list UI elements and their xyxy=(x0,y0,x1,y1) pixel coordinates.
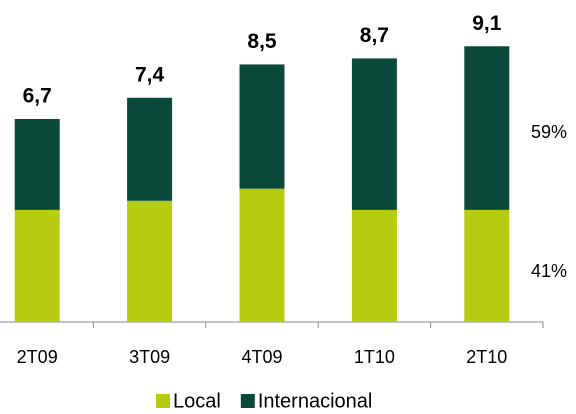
total-label: 6,7 xyxy=(23,85,52,108)
bar-segment xyxy=(464,46,510,210)
total-label: 7,4 xyxy=(135,63,165,86)
legend-swatch xyxy=(156,394,170,408)
bar-segment xyxy=(351,58,397,210)
annotation: 59% xyxy=(531,122,567,142)
bar-segment xyxy=(14,209,60,322)
x-tick-label: 2T10 xyxy=(466,347,507,367)
bar-segment xyxy=(464,209,510,322)
bar-segment xyxy=(351,209,397,322)
bar-segment xyxy=(239,64,285,189)
x-tick-label: 1T10 xyxy=(354,347,395,367)
legend-label: Internacional xyxy=(258,390,373,412)
x-tick-label: 4T09 xyxy=(241,347,282,367)
annotation: 41% xyxy=(531,261,567,281)
x-tick-label: 3T09 xyxy=(129,347,170,367)
legend-label: Local xyxy=(173,390,221,412)
total-label: 8,5 xyxy=(247,30,277,53)
total-label: 8,7 xyxy=(360,24,389,47)
bar-segment xyxy=(127,97,173,201)
bar-segment xyxy=(239,188,285,322)
legend-swatch xyxy=(240,394,255,408)
x-tick-label: 2T09 xyxy=(17,347,58,367)
bar-segment xyxy=(14,118,60,210)
total-label: 9,1 xyxy=(472,12,502,35)
bar-segment xyxy=(127,200,173,322)
